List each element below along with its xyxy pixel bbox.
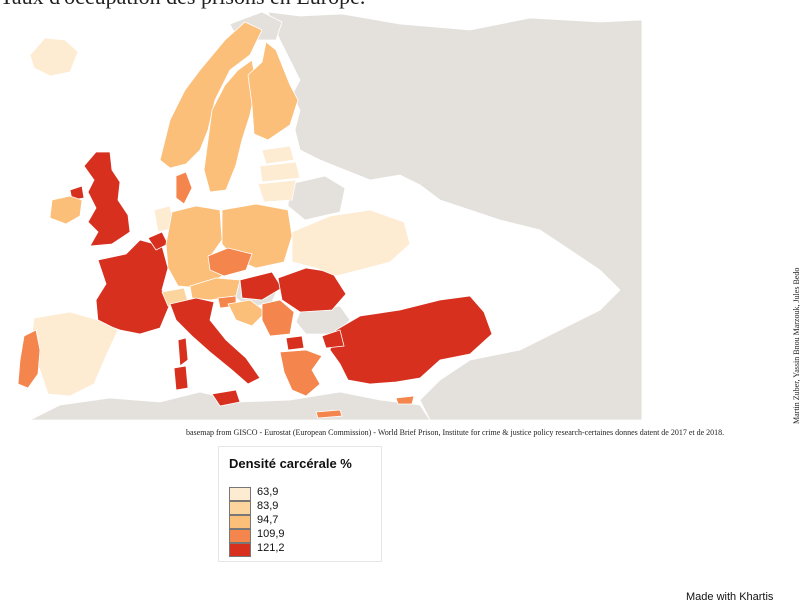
- country-greece: [279, 349, 323, 397]
- country-ukraine: [291, 209, 411, 277]
- country-turkey: [329, 295, 493, 385]
- country-united-kingdom: [83, 151, 131, 247]
- country-italy: [169, 297, 261, 385]
- country-romania: [277, 267, 347, 313]
- country-turkey-thrace: [321, 329, 345, 349]
- legend-label: 63,9: [257, 486, 279, 498]
- legend-label: 94,7: [257, 514, 279, 526]
- country-ireland: [49, 195, 83, 225]
- legend: Densité carcérale % 63,9 83,9 94,7 109,9…: [218, 446, 382, 562]
- map-title: Taux d'occupation des prisons en Europe.: [0, 0, 365, 10]
- belarus-area: [287, 175, 346, 221]
- country-norway: [159, 21, 263, 169]
- legend-swatch: [229, 501, 251, 515]
- country-cyprus: [395, 395, 415, 405]
- legend-label: 109,9: [257, 528, 285, 540]
- country-lithuania: [257, 179, 297, 203]
- legend-swatch: [229, 515, 251, 529]
- country-north-macedonia: [285, 335, 305, 351]
- country-serbia: [261, 299, 295, 337]
- country-portugal: [17, 329, 41, 389]
- country-sicily: [211, 389, 241, 407]
- country-croatia: [227, 299, 267, 327]
- country-denmark: [175, 171, 193, 205]
- country-estonia: [261, 145, 295, 165]
- country-corsica: [177, 337, 189, 367]
- country-sweden: [203, 59, 257, 193]
- country-crete: [315, 409, 343, 419]
- country-france: [95, 239, 171, 335]
- legend-label: 83,9: [257, 500, 279, 512]
- europe-map: [17, 11, 642, 420]
- country-sardinia: [173, 365, 189, 391]
- legend-swatch: [229, 529, 251, 543]
- source-note: basemap from GISCO - Eurostat (European …: [186, 428, 725, 437]
- country-latvia: [259, 161, 301, 183]
- legend-label: 121,2: [257, 542, 285, 554]
- legend-swatch: [229, 543, 251, 557]
- country-germany: [165, 205, 223, 289]
- authors-credit: Martin Zuber, Yassin Bnou Marzouk, Jules…: [792, 267, 800, 424]
- country-czechia: [207, 247, 253, 277]
- russia-asia-landmass: [267, 11, 642, 420]
- country-hungary: [239, 271, 283, 301]
- country-iceland: [29, 37, 79, 77]
- made-with-khartis: Made with Khartis: [686, 591, 774, 603]
- legend-swatch: [229, 487, 251, 501]
- country-finland: [247, 41, 299, 141]
- legend-title: Densité carcérale %: [229, 456, 352, 471]
